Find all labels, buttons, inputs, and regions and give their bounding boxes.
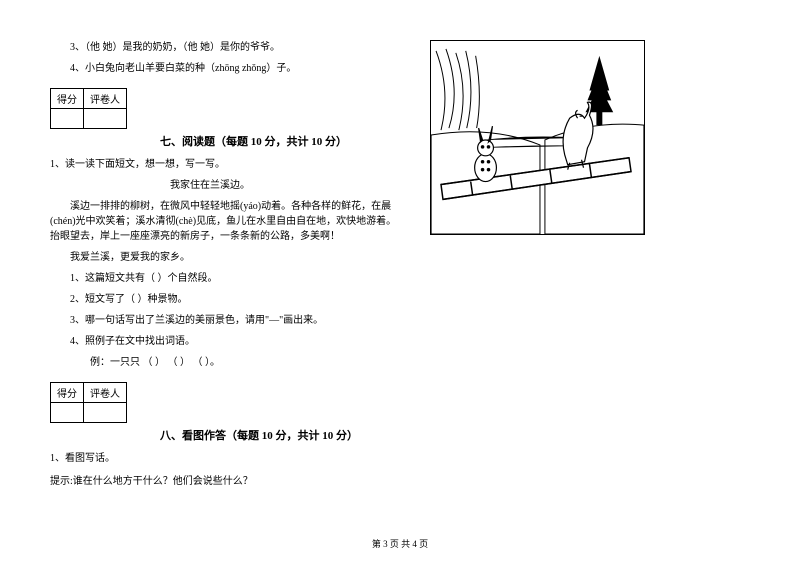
question-3: 3、（他 她）是我的奶奶，（他 她）是你的爷爷。 xyxy=(70,40,400,55)
grader-cell: 评卷人 xyxy=(84,383,127,403)
page-footer: 第 3 页 共 4 页 xyxy=(0,537,800,550)
s8-hint: 提示:谁在什么地方干什么？他们会说些什么？ xyxy=(50,474,400,489)
question-4: 4、小白兔向老山羊要白菜的种（zhōng zhǒng）子。 xyxy=(70,61,400,76)
section-8-title: 八、看图作答（每题 10 分，共计 10 分） xyxy=(160,427,400,443)
illustration-box xyxy=(430,40,645,235)
s7-i1: 1、这篇短文共有（ ）个自然段。 xyxy=(70,271,400,286)
score-table-7: 得分 评卷人 xyxy=(50,88,127,129)
score-cell: 得分 xyxy=(51,383,84,403)
score-blank xyxy=(51,109,84,129)
grader-cell: 评卷人 xyxy=(84,89,127,109)
s7-q1: 1、读一读下面短文，想一想，写一写。 xyxy=(50,157,400,172)
s7-p2: 我爱兰溪，更爱我的家乡。 xyxy=(50,250,400,265)
bridge-illustration xyxy=(431,41,644,234)
s7-center: 我家住在兰溪边。 xyxy=(170,178,400,193)
s7-i2: 2、短文写了（ ）种景物。 xyxy=(70,292,400,307)
grader-blank xyxy=(84,109,127,129)
score-cell: 得分 xyxy=(51,89,84,109)
section-7-title: 七、阅读题（每题 10 分，共计 10 分） xyxy=(160,133,400,149)
s7-i3: 3、哪一句话写出了兰溪边的美丽景色，请用"—"画出来。 xyxy=(70,313,400,328)
s8-q1: 1、看图写话。 xyxy=(50,451,400,466)
s7-i4: 4、照例子在文中找出词语。 xyxy=(70,334,400,349)
score-table-8: 得分 评卷人 xyxy=(50,382,127,423)
s7-example: 例：一只只 （ ） （ ） （ ）。 xyxy=(90,355,400,370)
grader-blank xyxy=(84,403,127,423)
score-blank xyxy=(51,403,84,423)
s7-p1: 溪边一排排的柳树，在微风中轻轻地摇(yáo)动着。各种各样的鲜花，在晨(chén… xyxy=(50,199,400,244)
